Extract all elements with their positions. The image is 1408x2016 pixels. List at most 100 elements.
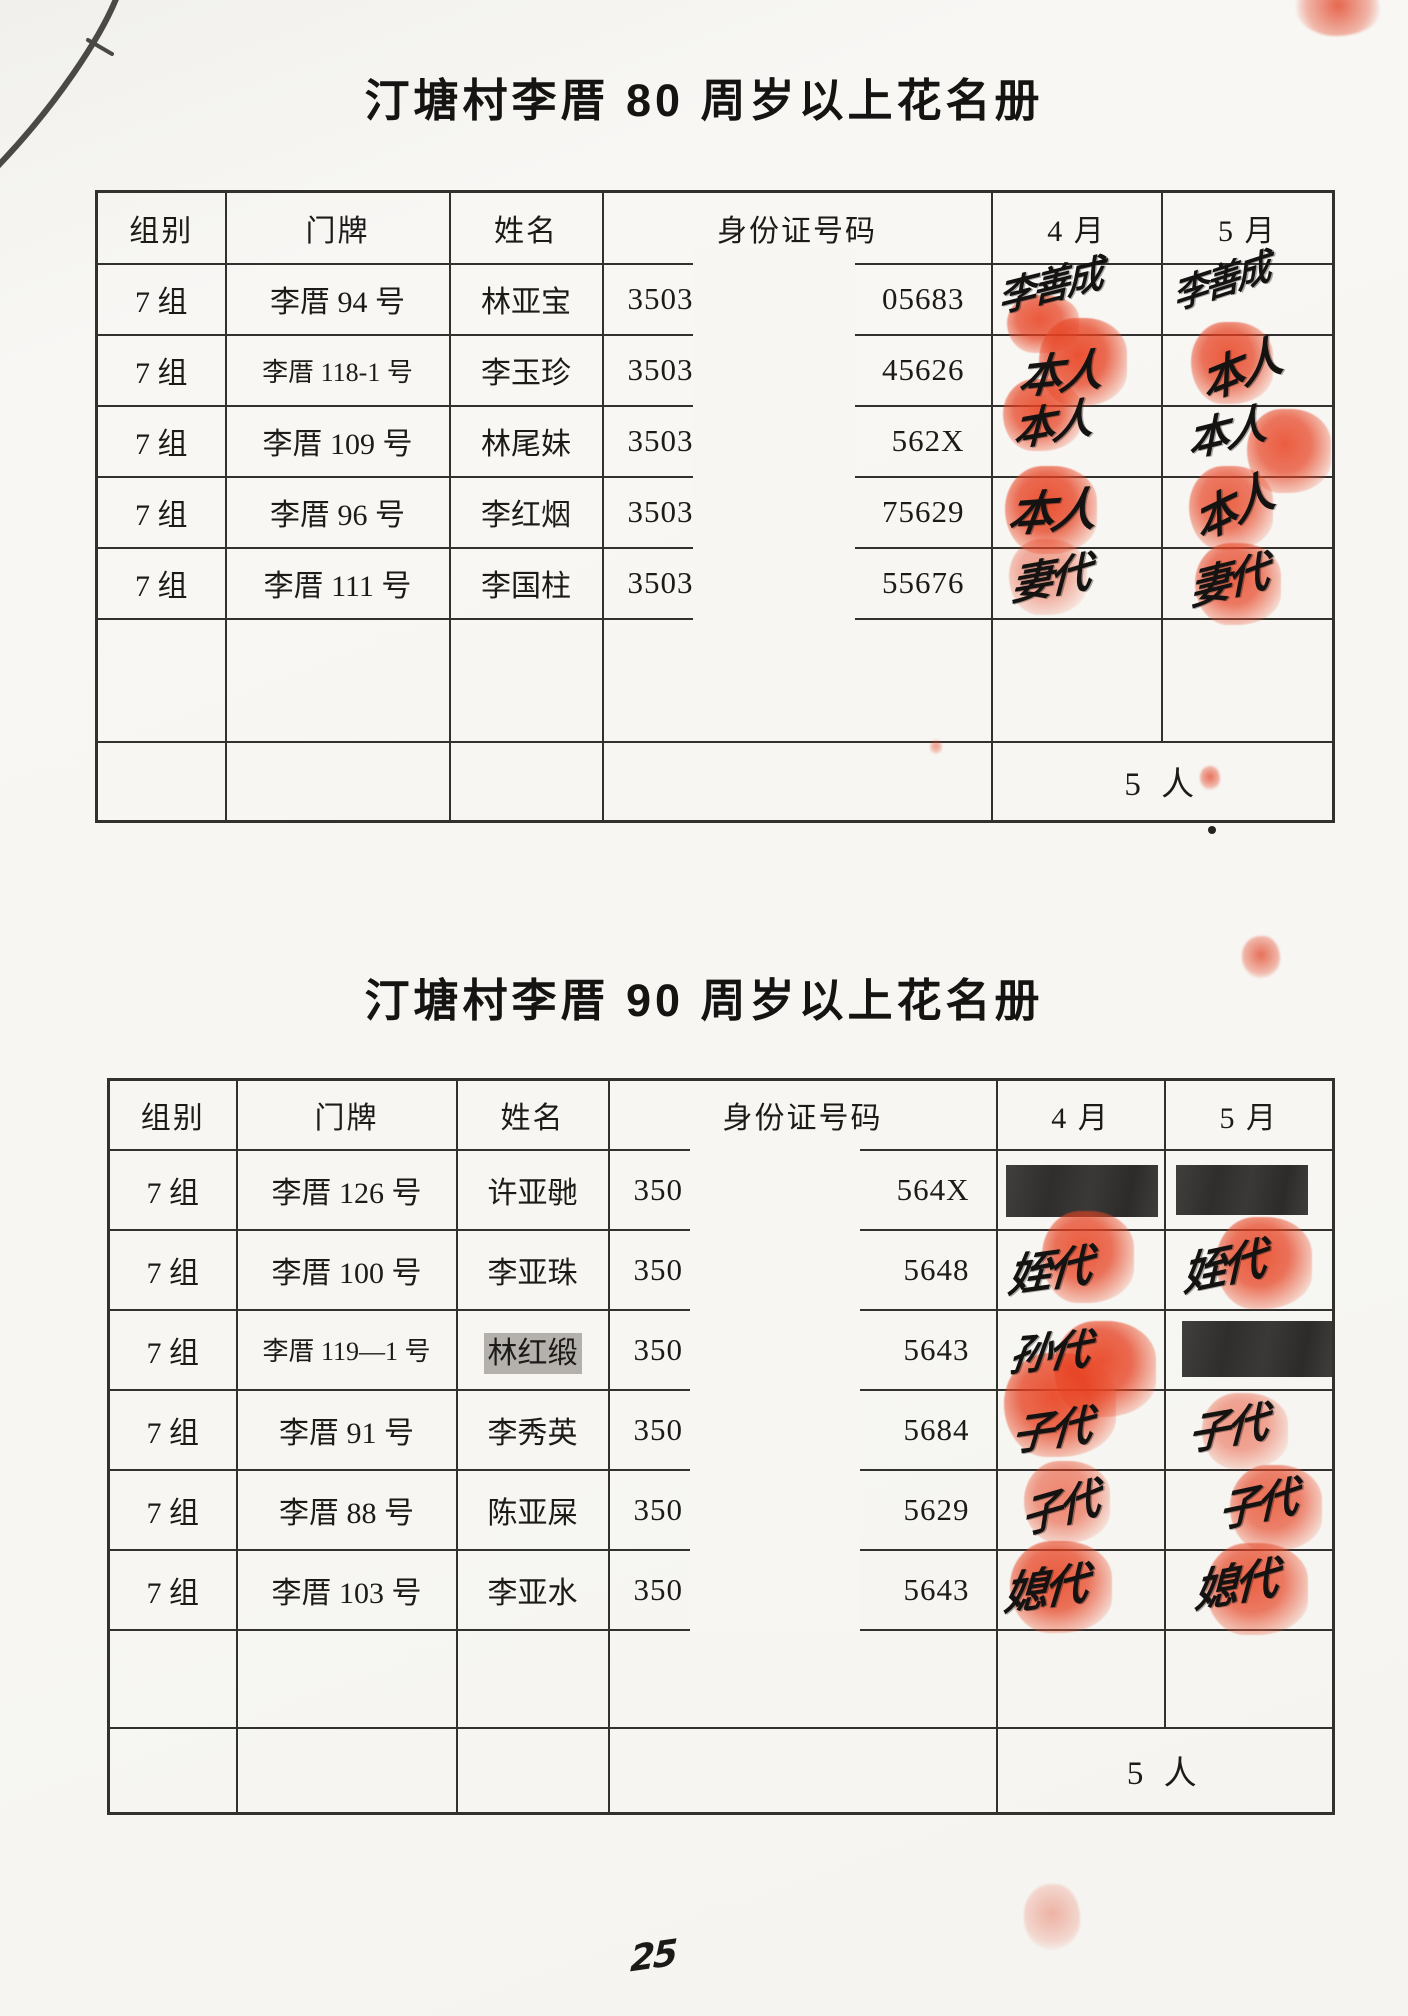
id-suffix: 5643: [903, 1571, 970, 1607]
person-name: 李亚珠: [487, 1256, 578, 1290]
group-cell: 7 组: [107, 1548, 238, 1631]
name-cell: 陈亚屎: [455, 1468, 610, 1551]
name-cell: 李玉珍: [448, 333, 604, 407]
summary-row: 5 人: [95, 740, 1335, 823]
group-cell: 7 组: [95, 475, 227, 549]
red-ink-smudge: [1024, 1884, 1080, 1950]
fingerprint-stamp: [1190, 321, 1273, 404]
handwritten-signature: 媳代: [1001, 1557, 1087, 1621]
handwritten-signature: 子代: [1187, 1396, 1266, 1460]
empty-cell: [995, 1628, 1166, 1729]
id-redaction-cover: [693, 250, 855, 622]
person-name: 李秀英: [487, 1416, 578, 1450]
name-cell: 李国柱: [448, 546, 604, 620]
column-header: 5 月: [1163, 1078, 1335, 1151]
name-cell: 林尾妹: [448, 404, 604, 478]
name-cell: 李秀英: [455, 1388, 610, 1471]
id-prefix: 3503: [627, 423, 694, 458]
empty-row: [107, 1628, 1335, 1729]
fingerprint-stamp: [1004, 465, 1097, 554]
summary-blank-cell: [448, 740, 604, 823]
summary-blank-cell: [607, 1726, 998, 1815]
id-suffix: 45626: [882, 352, 965, 387]
door-cell: 李厝 91 号: [235, 1388, 458, 1471]
may-cell: 本人: [1160, 321, 1335, 411]
name-cell: 林亚宝: [448, 262, 604, 336]
name-cell: 林红缎: [455, 1308, 610, 1391]
empty-row: [95, 617, 1335, 743]
may-cell: 子代: [1163, 1388, 1335, 1471]
group-cell: 7 组: [95, 262, 227, 336]
april-cell: 本人: [990, 378, 1163, 478]
summary-blank-cell: [95, 740, 227, 823]
door-cell: 李厝 96 号: [224, 475, 451, 549]
id-prefix: 3503: [627, 281, 694, 316]
fingerprint-stamp: [1205, 1542, 1308, 1635]
group-cell: 7 组: [95, 546, 227, 620]
person-name: 陈亚屎: [487, 1496, 578, 1530]
person-name: 林亚宝: [481, 286, 571, 319]
empty-cell: [1163, 1628, 1335, 1729]
red-ink-smudge: [1200, 766, 1220, 790]
id-prefix: 350: [633, 1571, 683, 1607]
id-prefix: 3503: [627, 494, 694, 529]
group-cell: 7 组: [107, 1228, 238, 1311]
may-cell: 本人: [1160, 398, 1335, 493]
summary-blank-cell: [107, 1726, 238, 1815]
scan-artifact-cable: [0, 0, 119, 169]
empty-cell: [448, 617, 604, 743]
column-header: 4 月: [995, 1078, 1166, 1151]
id-redaction-cover: [690, 1136, 860, 1634]
summary-row: 5 人: [107, 1726, 1335, 1815]
column-header: 姓名: [448, 190, 604, 265]
person-name: 许亚毑: [487, 1176, 578, 1210]
empty-cell: [455, 1628, 610, 1729]
id-suffix: 05683: [882, 281, 965, 316]
april-cell: 本人: [990, 465, 1163, 554]
id-prefix: 350: [633, 1331, 683, 1367]
id-suffix: 55676: [882, 565, 965, 600]
red-ink-smudge: [1296, 0, 1380, 36]
column-header: 身份证号码: [607, 1078, 998, 1151]
door-cell: 李厝 94 号: [224, 262, 451, 336]
handwritten-signature: 子代: [1009, 1399, 1091, 1461]
redaction-block: [1175, 1164, 1308, 1215]
empty-cell: [224, 617, 451, 743]
empty-cell: [95, 617, 227, 743]
group-cell: 7 组: [95, 404, 227, 478]
may-cell: 媳代: [1163, 1542, 1335, 1635]
may-cell: 本人: [1160, 465, 1335, 551]
fingerprint-stamp: [1009, 1540, 1112, 1633]
april-cell: 子代: [995, 1460, 1166, 1551]
april-cell: 媳代: [995, 1540, 1166, 1633]
column-header: 姓名: [455, 1078, 610, 1151]
column-header: 5 月: [1160, 190, 1335, 265]
name-cell: 李红烟: [448, 475, 604, 549]
name-cell: 李亚珠: [455, 1228, 610, 1311]
id-suffix: 5684: [903, 1411, 970, 1447]
id-suffix: 5648: [903, 1251, 970, 1287]
fingerprint-stamp: [1201, 1392, 1288, 1469]
handwritten-page-number: 25: [629, 1932, 677, 1981]
id-prefix: 350: [633, 1491, 683, 1527]
fingerprint-stamp: [1188, 465, 1273, 550]
id-prefix: 3503: [627, 565, 694, 600]
roster-row: 7 组李厝 96 号李红烟 3503 75629 本人 本人: [95, 465, 1335, 554]
may-cell: 子代: [1163, 1464, 1335, 1551]
handwritten-signature: 姪代: [1005, 1239, 1091, 1303]
person-name: 李红烟: [481, 499, 571, 532]
red-ink-smudge: [1242, 936, 1280, 978]
redaction-block: [1181, 1320, 1332, 1377]
empty-cell: [107, 1628, 238, 1729]
door-cell: 李厝 119—1 号: [235, 1308, 458, 1391]
door-cell: 李厝 109 号: [224, 404, 451, 478]
fingerprint-stamp: [1215, 1216, 1312, 1309]
empty-cell: [1160, 617, 1335, 743]
table-title-80: 汀塘村李厝 80 周岁以上花名册: [364, 75, 1044, 126]
door-cell: 李厝 100 号: [235, 1228, 458, 1311]
person-name: 李玉珍: [481, 357, 571, 390]
fingerprint-stamp: [1023, 1460, 1110, 1543]
